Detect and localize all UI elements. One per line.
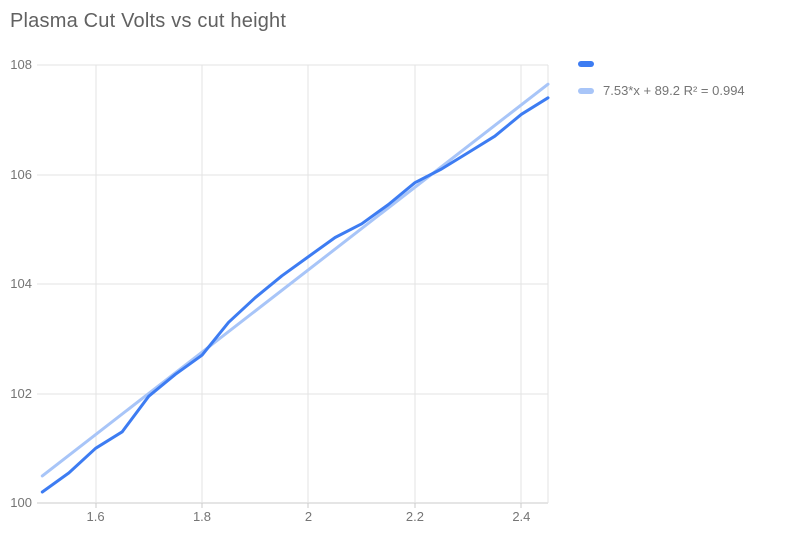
series-swatch-icon: [578, 60, 594, 67]
y-tick-label: 102: [10, 385, 32, 401]
y-tick-label: 100: [10, 495, 32, 510]
data-series-line: [40, 96, 550, 494]
x-tick-label: 1.8: [192, 509, 212, 524]
y-tick-label: 104: [10, 276, 32, 291]
y-tick-label: 106: [10, 166, 32, 182]
y-tick-label: 108: [10, 57, 32, 72]
x-tick-label: 2.2: [405, 509, 424, 524]
gridlines: [37, 64, 549, 508]
legend: 7.53*x + 89.2 R² = 0.994: [578, 57, 745, 111]
legend-trendline-label: 7.53*x + 89.2 R² = 0.994: [603, 83, 745, 98]
x-tick-label: 2.4: [512, 509, 531, 524]
trendline-swatch-icon: [578, 87, 594, 94]
chart-title: Plasma Cut Volts vs cut height: [10, 10, 287, 32]
legend-item-trendline: 7.53*x + 89.2 R² = 0.994: [578, 83, 745, 98]
trendline: [40, 82, 550, 478]
x-tick-label: 2: [304, 509, 313, 524]
x-tick-label: 1.6: [86, 509, 105, 524]
legend-item-series: [578, 57, 745, 70]
